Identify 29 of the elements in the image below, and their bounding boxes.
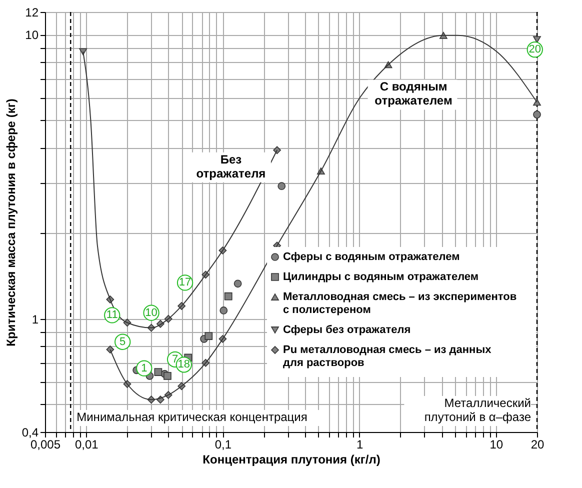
annotation: С водяным отражателем bbox=[374, 80, 452, 108]
y-tick-label: 1 bbox=[32, 312, 39, 326]
legend-label: Сферы без отражателя bbox=[283, 324, 411, 336]
x-tick-label: 20 bbox=[530, 438, 544, 452]
y-tick-label: 12 bbox=[25, 6, 39, 20]
x-tick-label: 0,1 bbox=[214, 438, 232, 452]
x-axis-title: Концентрация плутония (кг/л) bbox=[202, 452, 380, 466]
annotation: 18 bbox=[178, 358, 190, 371]
ref-line-label: Минимальная критическая концентрация bbox=[76, 410, 308, 424]
annotation: 20 bbox=[528, 44, 542, 56]
x-tick-label: 0,005 bbox=[30, 438, 61, 452]
annotation: 1 bbox=[141, 362, 148, 374]
annotation: 10 bbox=[145, 306, 158, 319]
ref-line-label: Металлический плутоний в α–фазе bbox=[424, 396, 532, 424]
legend-label: Pu металловодная смесь – из данных для растворов bbox=[283, 344, 492, 369]
x-tick-label: 0,01 bbox=[74, 438, 99, 452]
annotation: 5 bbox=[120, 336, 126, 348]
annotation: Без отражателя bbox=[196, 152, 266, 180]
y-axis-title: Критическая масса плутония в сфере (кг) bbox=[4, 98, 18, 346]
annotation: 7 bbox=[172, 353, 178, 366]
annotation: 17 bbox=[178, 276, 192, 289]
annotation: 11 bbox=[106, 309, 118, 322]
legend-label: Цилиндры с водяным отражателем bbox=[283, 271, 479, 283]
y-tick-label: 10 bbox=[25, 28, 39, 42]
x-tick-label: 10 bbox=[490, 438, 504, 452]
legend-label: Металловодная смесь – из экспериментов с полистереном bbox=[283, 291, 517, 316]
y-tick-label: 0,4 bbox=[22, 426, 39, 440]
legend-label: Сферы с водяным отражателем bbox=[283, 251, 460, 263]
x-tick-label: 1 bbox=[356, 438, 364, 452]
